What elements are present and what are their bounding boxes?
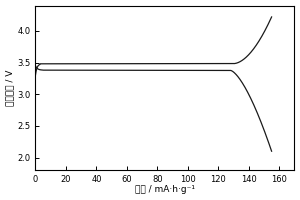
Y-axis label: 充放电压 / V: 充放电压 / V bbox=[6, 70, 15, 106]
X-axis label: 容量 / mA·h·g⁻¹: 容量 / mA·h·g⁻¹ bbox=[135, 185, 195, 194]
